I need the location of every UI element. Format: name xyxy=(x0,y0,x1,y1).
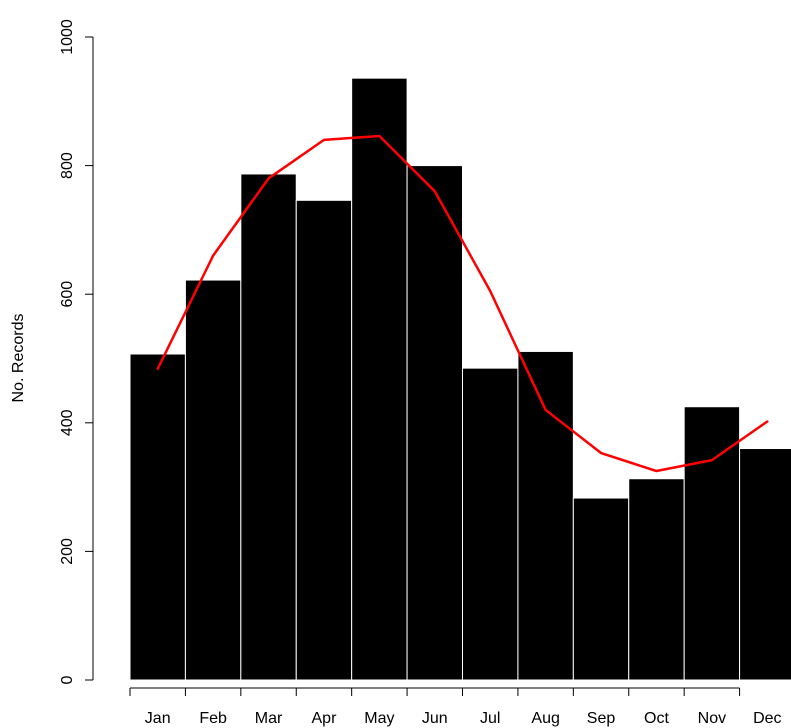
bars-layer xyxy=(129,77,791,681)
x-tick-label-may: May xyxy=(364,710,394,727)
x-tick-label-sep: Sep xyxy=(587,710,616,727)
x-tick-label-jan: Jan xyxy=(145,710,171,727)
bar-sep xyxy=(572,497,630,681)
y-tick-label-200: 200 xyxy=(59,538,76,565)
x-tick-label-jun: Jun xyxy=(422,710,448,727)
x-tick-label-nov: Nov xyxy=(698,710,726,727)
x-tick-label-aug: Aug xyxy=(531,710,559,727)
bar-may xyxy=(351,77,408,681)
trend-line xyxy=(156,134,769,473)
x-tick-label-oct: Oct xyxy=(644,710,669,727)
x-tick-label-feb: Feb xyxy=(199,710,227,727)
y-tick-label-600: 600 xyxy=(59,281,76,308)
bar-jul xyxy=(462,367,519,681)
trend-line-layer xyxy=(156,134,769,473)
y-axis-title: No. Records xyxy=(10,314,27,403)
bar-apr xyxy=(295,199,353,681)
y-tick-label-400: 400 xyxy=(59,409,76,436)
bar-feb xyxy=(184,279,242,681)
y-tick-label-800: 800 xyxy=(59,152,76,179)
x-tick-label-apr: Apr xyxy=(312,710,338,727)
bar-nov xyxy=(683,406,741,681)
bar-mar xyxy=(240,173,297,681)
bar-oct xyxy=(628,478,685,681)
x-tick-label-mar: Mar xyxy=(255,710,283,727)
y-axis: 0 200 400 600 800 1000 xyxy=(59,19,94,684)
x-tick-label-jul: Jul xyxy=(480,710,500,727)
bar-jun xyxy=(406,165,463,681)
bar-aug xyxy=(517,350,574,681)
x-axis: Jan Feb Mar Apr May Jun Jul Aug Sep Oct Nov Dec xyxy=(129,687,782,727)
y-tick-label-1000: 1000 xyxy=(59,19,76,55)
bar-dec xyxy=(739,448,791,681)
y-tick-label-0: 0 xyxy=(59,675,76,684)
x-tick-label-dec: Dec xyxy=(753,710,781,727)
bar-jan xyxy=(129,353,186,681)
